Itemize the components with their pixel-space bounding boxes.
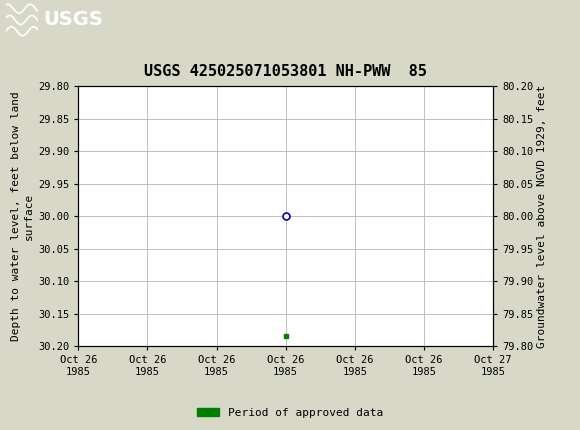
Title: USGS 425025071053801 NH-PWW  85: USGS 425025071053801 NH-PWW 85 — [144, 64, 427, 79]
Legend: Period of approved data: Period of approved data — [193, 403, 387, 422]
Text: USGS: USGS — [44, 10, 103, 30]
Y-axis label: Groundwater level above NGVD 1929, feet: Groundwater level above NGVD 1929, feet — [538, 84, 548, 348]
Y-axis label: Depth to water level, feet below land
surface: Depth to water level, feet below land su… — [10, 91, 34, 341]
